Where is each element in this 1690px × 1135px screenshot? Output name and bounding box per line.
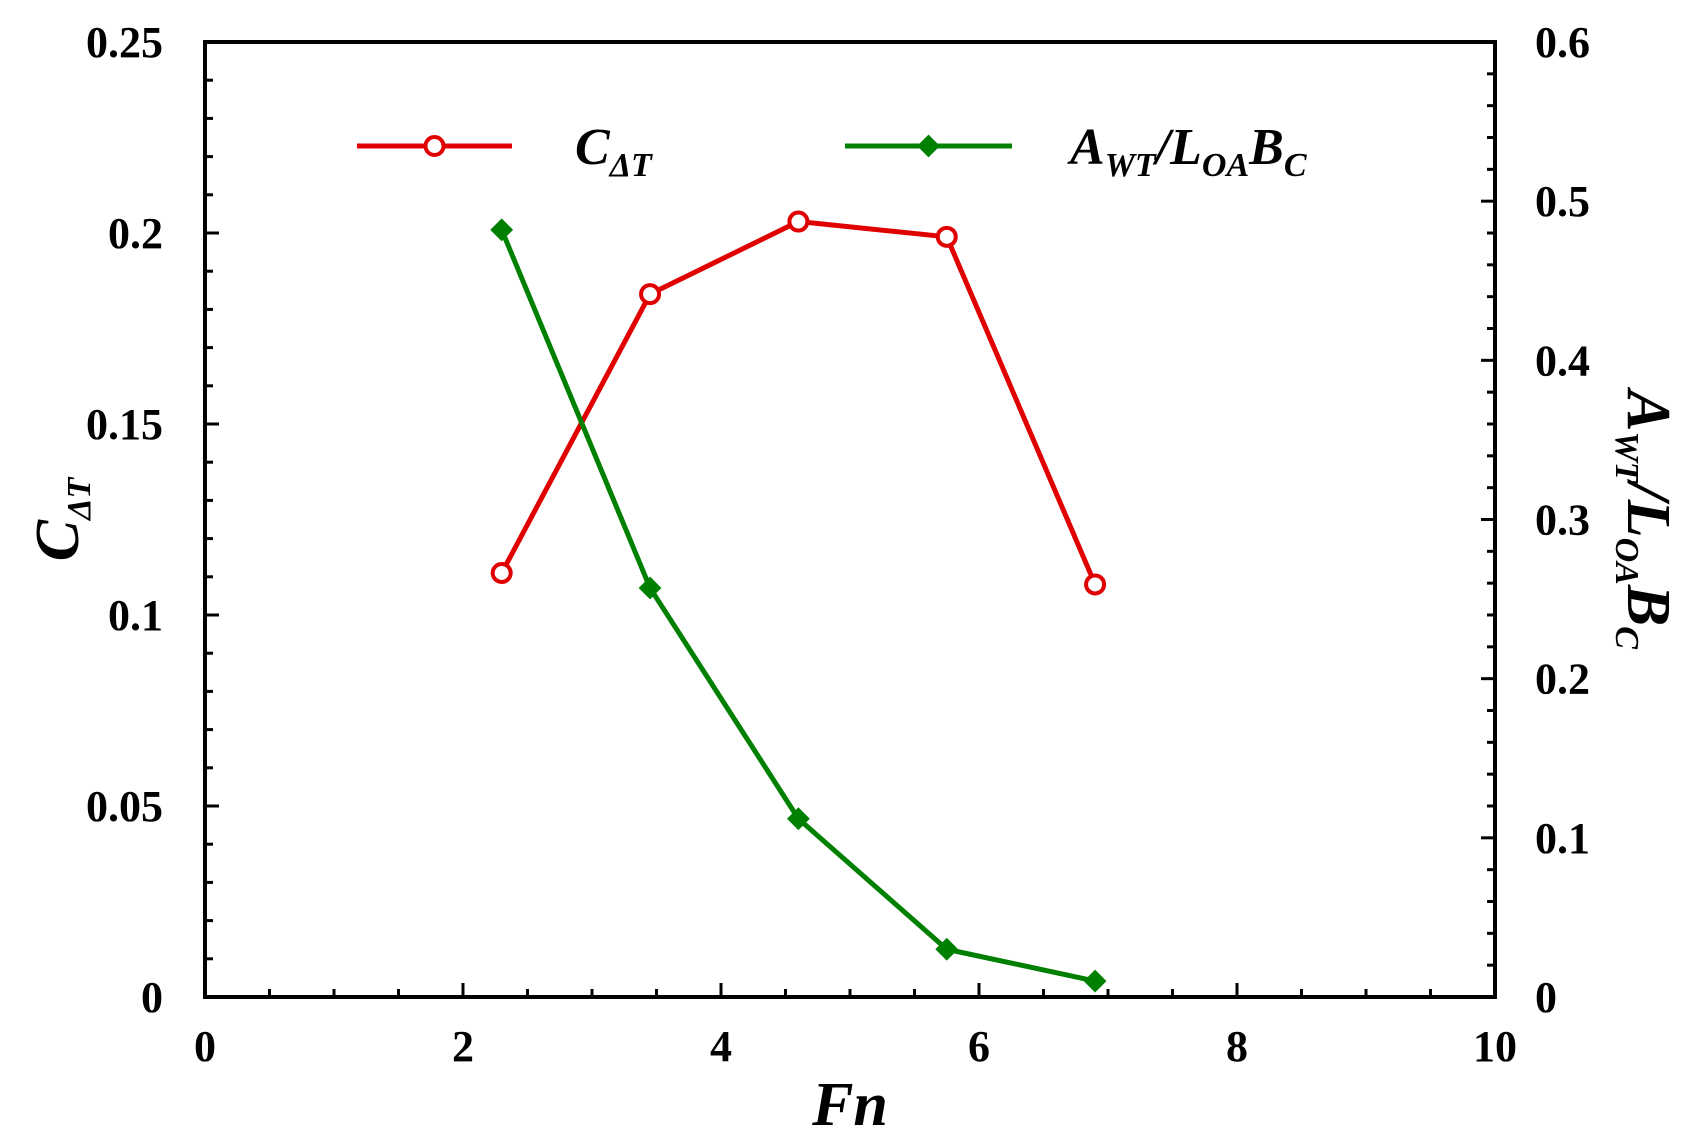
x-axis-title: Fn <box>811 1071 888 1135</box>
y-right-tick-label: 0.5 <box>1535 177 1590 226</box>
y-left-tick-label: 0.25 <box>86 18 163 67</box>
legend-label: AWT​/LOA​BC​ <box>1067 119 1307 184</box>
y-left-tick-label: 0.05 <box>86 782 163 831</box>
x-tick-label: 10 <box>1473 1022 1517 1071</box>
series-2-point <box>1083 969 1107 993</box>
series-1 <box>490 210 1107 596</box>
y-right-tick-label: 0.3 <box>1535 496 1590 545</box>
y-right-axis-title: AWT​/LOA​BC​ <box>1608 386 1682 649</box>
y-right-tick-label: 0.6 <box>1535 18 1590 67</box>
series-1-point <box>639 283 662 306</box>
y-left-axis-title: CΔT​ <box>24 477 98 562</box>
legend-swatch-marker <box>917 134 940 158</box>
plot-frame <box>203 40 1497 999</box>
series-layer <box>490 210 1107 993</box>
series-1-point <box>935 225 958 248</box>
y-right-tick-label: 0 <box>1535 973 1557 1022</box>
y-left-tick-label: 0.1 <box>108 591 163 640</box>
y-left-tick-label: 0.2 <box>108 209 163 258</box>
series-1-point <box>490 561 513 584</box>
x-tick-label: 4 <box>710 1022 732 1071</box>
y-left-tick-label: 0.15 <box>86 400 163 449</box>
x-tick-label: 8 <box>1226 1022 1248 1071</box>
series-2-point <box>786 807 810 831</box>
series-2-point <box>490 218 514 242</box>
legend-entry-2: AWT​/LOA​BC​ <box>845 119 1307 184</box>
series-1-point <box>787 210 810 233</box>
y-right-tick-label: 0.1 <box>1535 814 1590 863</box>
y-right-tick-label: 0.4 <box>1535 336 1590 385</box>
x-tick-label: 0 <box>194 1022 216 1071</box>
series-2-point <box>638 576 662 600</box>
series-2-line <box>499 228 1096 984</box>
legend: CΔT​ AWT​/LOA​BC​ <box>357 119 1307 184</box>
y-right-tick-label: 0.2 <box>1535 655 1590 704</box>
ticks-layer <box>203 40 1497 999</box>
x-tick-label: 2 <box>452 1022 474 1071</box>
x-tick-label: 6 <box>968 1022 990 1071</box>
y-left-tick-label: 0 <box>141 973 163 1022</box>
series-1-line <box>499 219 1098 586</box>
series-1-point <box>1084 573 1107 596</box>
labels-layer: 0 2 4 6 8 10 0 0.05 0.1 0.15 0.2 0.25 0 0.1 0.2 0.3 0.4 0… <box>24 18 1682 1135</box>
legend-swatch-marker <box>423 135 446 157</box>
series-2 <box>490 218 1107 993</box>
series-2-point <box>935 937 959 961</box>
legend-entry-1: CΔT​ <box>357 119 653 184</box>
legend-label: CΔT​ <box>575 119 653 184</box>
